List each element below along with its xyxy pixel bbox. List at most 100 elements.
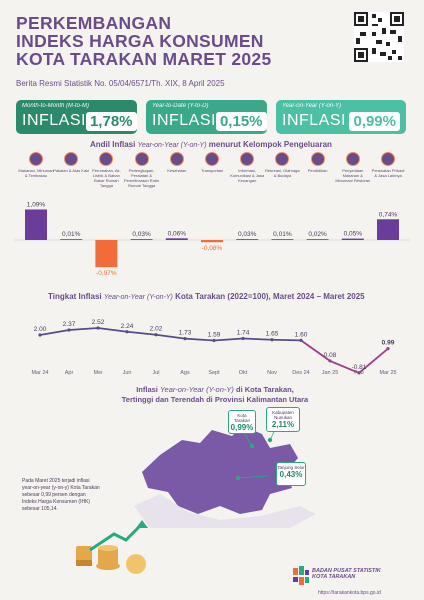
- category-icon-7: [240, 152, 255, 166]
- inflation-note: Pada Maret 2025 terjadi inflasi year-on-…: [22, 478, 100, 512]
- qr-code-icon: [354, 12, 404, 62]
- andil-bar-label: -0,97%: [96, 270, 117, 277]
- category-icon-6: [205, 152, 219, 166]
- andil-bar-label: 0,03%: [132, 231, 151, 238]
- category-label: Perlengkapan, Peralatan & Pemeliharaan R…: [124, 168, 160, 188]
- title-line-2: INDEKS HARGA KONSUMEN: [16, 31, 264, 51]
- andil-bar-label: 0,05%: [344, 231, 363, 238]
- inflation-line-2024: [39, 327, 302, 342]
- inflation-line-2025: [300, 339, 389, 374]
- andil-bar-label: 0,02%: [308, 231, 327, 238]
- andil-bar: [377, 219, 399, 240]
- line-point: [241, 336, 245, 341]
- card-yoy-word: INFLASI: [282, 112, 346, 129]
- category-label: Penyediaan Makanan & Minuman/ Restoran: [335, 168, 371, 183]
- bps-org-name: BADAN PUSAT STATISTIK KOTA TARAKAN: [312, 568, 381, 580]
- subtitle: Berita Resmi Statistik No. 05/04/6571/Th…: [16, 79, 225, 88]
- line-x-label: Okt: [239, 370, 248, 376]
- category-label: Pakaian & Alas Kaki: [53, 168, 90, 173]
- category-icon-5: [169, 152, 184, 166]
- category-icon-11: [381, 152, 395, 166]
- line-value-label: 0.99: [382, 340, 395, 347]
- line-point: [125, 330, 129, 334]
- map-title: Inflasi Year-on-Year (Y-on-Y) di Kota Ta…: [121, 385, 309, 404]
- section-andil-title: Andil Inflasi Year-on-Year (Y-on-Y) menu…: [90, 140, 332, 149]
- line-value-label: 1.60: [295, 331, 308, 338]
- andil-bar-label: 0,06%: [168, 230, 187, 237]
- bps-logo-icon: [293, 566, 309, 585]
- line-point: [328, 359, 332, 363]
- andil-bar: [236, 239, 259, 240]
- category-icon-1: [29, 152, 43, 166]
- andil-bar-label: 0,01%: [62, 231, 81, 238]
- category-icon-3: [99, 152, 114, 166]
- badge-tanjung-selor: Tanjung Selor 0,43%: [276, 462, 306, 486]
- category-label: Pendidikan: [307, 168, 328, 173]
- line-x-label: Sept: [208, 370, 220, 376]
- line-x-label: Mar 25: [379, 370, 396, 376]
- line-point: [270, 338, 274, 342]
- card-ytd-value: 0,15%: [215, 111, 267, 131]
- category-icon-10: [345, 152, 360, 166]
- section-trend-title: Tingkat Inflasi Year-on-Year (Y-on-Y) Ko…: [48, 292, 365, 301]
- line-x-label: Apr: [65, 370, 74, 376]
- andil-bar: [165, 238, 188, 240]
- andil-bar-label: -0,08%: [202, 245, 223, 252]
- andil-bar-label: 1,09%: [27, 201, 46, 208]
- line-x-label: Jun: [123, 370, 132, 376]
- andil-bar: [130, 239, 153, 240]
- category-label: Informasi, Komunikasi & Jasa Keuangan: [230, 168, 265, 183]
- line-point: [183, 337, 187, 341]
- category-icon-8: [275, 152, 290, 166]
- card-mtm-value: 1,78%: [85, 111, 137, 131]
- card-ytd-word: INFLASI: [152, 112, 216, 129]
- line-point: [96, 326, 100, 330]
- footer-url[interactable]: https://tarakankota.bps.go.id: [318, 590, 381, 596]
- line-value-label: 1.74: [237, 330, 250, 337]
- category-label: Perawatan Pribadi & Jasa Lainnya: [371, 168, 405, 178]
- category-icon-4: [134, 152, 149, 166]
- category-label: Makanan, Minuman & Tembakau: [18, 168, 54, 178]
- line-value-label: 2.02: [150, 326, 163, 333]
- category-label: Rekreasi, Olahraga & Budaya: [265, 168, 300, 178]
- line-value-label: 1.73: [179, 330, 192, 337]
- category-label: Kesehatan: [167, 168, 187, 173]
- line-x-label: Des 24: [292, 370, 309, 376]
- line-value-label: -0.81: [352, 364, 367, 371]
- page-title: PERKEMBANGAN INDEKS HARGA KONSUMEN KOTA …: [16, 14, 271, 68]
- andil-bar: [201, 240, 223, 243]
- card-yoy-label: Year-on-Year (Y-on-Y): [282, 103, 342, 109]
- line-point: [67, 328, 71, 332]
- coins-illustration-icon: [76, 520, 148, 574]
- andil-bar: [60, 239, 83, 240]
- line-x-label: Nov: [267, 370, 277, 376]
- line-value-label: 2.24: [121, 323, 134, 330]
- card-ytd-label: Year-to-Date (Y-to-D): [152, 103, 209, 109]
- line-value-label: 2.00: [34, 326, 47, 333]
- badge-tarakan: Kota Tarakan 0,99%: [228, 410, 256, 434]
- line-x-label: Mar 24: [31, 370, 48, 376]
- card-ytd: Year-to-Date (Y-to-D) INFLASI 0,15%: [146, 100, 267, 134]
- andil-bar-label: 0,01%: [273, 231, 292, 238]
- line-value-label: 1.59: [208, 332, 221, 339]
- andil-bar-chart: 1,09% 0,01% -0,97% 0,03% 0,06% -0,08% 0,03% 0,0…: [14, 201, 410, 277]
- card-yoy: Year-on-Year (Y-on-Y) INFLASI 0,99%: [276, 100, 406, 134]
- category-label: Transportasi: [200, 168, 224, 173]
- andil-bar: [306, 239, 329, 240]
- card-mtm-label: Month-to-Month (M-to-M): [22, 103, 90, 109]
- line-point: [386, 347, 390, 351]
- line-x-label: Jul: [152, 370, 159, 376]
- title-line-3: KOTA TARAKAN MARET 2025: [16, 49, 272, 69]
- line-value-label: 2.52: [92, 319, 105, 326]
- line-point: [299, 338, 303, 342]
- card-yoy-value: 0,99%: [349, 111, 400, 131]
- andil-bar: [341, 238, 364, 240]
- line-value-label: 0.08: [324, 352, 337, 359]
- andil-bar-label: 0,03%: [238, 231, 257, 238]
- line-x-label: Jan 25: [322, 370, 339, 376]
- line-point: [38, 333, 42, 337]
- line-value-label: 1.65: [266, 331, 279, 338]
- andil-bar: [271, 239, 294, 240]
- category-label: Perumahan, Air, Listrik & Bahan Bakar Ru…: [92, 168, 121, 188]
- line-x-label: Ags: [180, 370, 190, 376]
